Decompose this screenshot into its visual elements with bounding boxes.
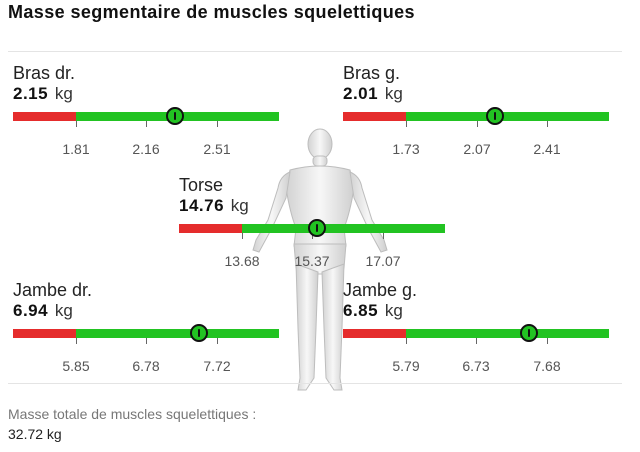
segment-bras-g: Bras g. 2.01 kg 1.73 2.07 2.41 bbox=[343, 63, 613, 163]
body-figure bbox=[252, 128, 388, 391]
segment-value-number: 2.15 bbox=[13, 84, 49, 103]
segment-name: Jambe dr. bbox=[13, 280, 93, 300]
tick-mark bbox=[217, 121, 218, 127]
tick-mark bbox=[477, 121, 478, 127]
tick-mark bbox=[406, 121, 407, 127]
segment-name: Torse bbox=[179, 175, 224, 195]
total-muscle-mass-value: 32.72 kg bbox=[8, 426, 62, 442]
level-bar bbox=[13, 112, 279, 121]
segment-unit: kg bbox=[384, 301, 403, 320]
tick-label-mid: 2.07 bbox=[463, 141, 491, 157]
segment-value-number: 6.94 bbox=[13, 301, 49, 320]
level-marker-icon bbox=[485, 107, 504, 125]
segment-value: 2.15 kg bbox=[13, 84, 73, 104]
level-bar-low bbox=[13, 329, 76, 338]
tick-label-mid: 6.73 bbox=[462, 358, 490, 374]
segment-unit: kg bbox=[384, 84, 403, 103]
tick-label-low: 5.85 bbox=[62, 358, 90, 374]
level-marker-icon bbox=[190, 324, 209, 342]
tick-label-low: 13.68 bbox=[224, 253, 260, 269]
tick-label-high: 2.51 bbox=[203, 141, 231, 157]
level-bar-normal bbox=[406, 112, 609, 121]
segment-name: Bras dr. bbox=[13, 63, 76, 83]
page-title: Masse segmentaire de muscles squelettiqu… bbox=[8, 2, 415, 22]
segment-value: 2.01 kg bbox=[343, 84, 403, 104]
tick-mark bbox=[547, 338, 548, 344]
level-bar-low bbox=[343, 112, 406, 121]
segment-value: 6.94 kg bbox=[13, 301, 73, 321]
tick-mark bbox=[242, 233, 243, 239]
segment-unit: kg bbox=[230, 196, 249, 215]
tick-mark bbox=[476, 338, 477, 344]
segment-jambe-g: Jambe g. 6.85 kg 5.79 6.73 7.68 bbox=[343, 280, 613, 380]
tick-label-high: 7.68 bbox=[533, 358, 561, 374]
segment-unit: kg bbox=[54, 301, 73, 320]
tick-mark bbox=[76, 338, 77, 344]
tick-label-mid: 15.37 bbox=[294, 253, 330, 269]
level-marker-icon bbox=[308, 219, 327, 237]
top-divider bbox=[8, 51, 622, 52]
segment-value-number: 14.76 bbox=[179, 196, 225, 215]
level-bar-low bbox=[179, 224, 242, 233]
level-bar-normal bbox=[242, 224, 445, 233]
bottom-divider bbox=[8, 383, 622, 384]
level-bar-normal bbox=[406, 329, 609, 338]
level-marker-icon bbox=[166, 107, 185, 125]
tick-mark bbox=[76, 121, 77, 127]
segment-name: Bras g. bbox=[343, 63, 401, 83]
level-bar bbox=[343, 329, 609, 338]
tick-label-mid: 2.16 bbox=[132, 141, 160, 157]
tick-label-low: 5.79 bbox=[392, 358, 420, 374]
segment-name: Jambe g. bbox=[343, 280, 418, 300]
segment-value-number: 6.85 bbox=[343, 301, 379, 320]
segment-jambe-dr: Jambe dr. 6.94 kg 5.85 6.78 7.72 bbox=[13, 280, 283, 380]
level-bar-low bbox=[13, 112, 76, 121]
segment-value-number: 2.01 bbox=[343, 84, 379, 103]
total-muscle-mass-label: Masse totale de muscles squelettiques : bbox=[8, 406, 257, 422]
tick-mark bbox=[547, 121, 548, 127]
tick-label-high: 2.41 bbox=[533, 141, 561, 157]
tick-label-low: 1.73 bbox=[392, 141, 420, 157]
level-bar bbox=[179, 224, 445, 233]
segment-value: 14.76 kg bbox=[179, 196, 249, 216]
segment-value: 6.85 kg bbox=[343, 301, 403, 321]
tick-label-high: 7.72 bbox=[203, 358, 231, 374]
tick-mark bbox=[383, 233, 384, 239]
segment-torse: Torse 14.76 kg 13.68 15.37 17.07 bbox=[179, 175, 449, 275]
level-marker-icon bbox=[520, 324, 539, 342]
tick-mark bbox=[406, 338, 407, 344]
tick-mark bbox=[217, 338, 218, 344]
level-bar-normal bbox=[76, 329, 279, 338]
level-bar bbox=[13, 329, 279, 338]
tick-mark bbox=[146, 121, 147, 127]
level-bar-low bbox=[343, 329, 406, 338]
tick-label-high: 17.07 bbox=[365, 253, 401, 269]
tick-label-low: 1.81 bbox=[62, 141, 90, 157]
tick-label-mid: 6.78 bbox=[132, 358, 160, 374]
segment-unit: kg bbox=[54, 84, 73, 103]
segment-bras-dr: Bras dr. 2.15 kg 1.81 2.16 2.51 bbox=[13, 63, 283, 163]
tick-mark bbox=[146, 338, 147, 344]
level-bar bbox=[343, 112, 609, 121]
